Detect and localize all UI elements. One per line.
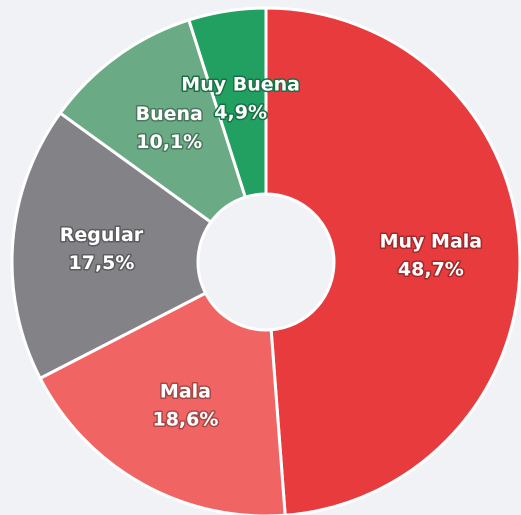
slice [58, 18, 248, 225]
slice-label: Buena [136, 103, 203, 125]
slice [186, 6, 268, 200]
slice-label: Muy Buena [181, 73, 300, 95]
slice [10, 110, 214, 381]
value-label: 18,6% [152, 409, 218, 431]
value-label: 48,7% [398, 258, 464, 280]
value-label: 17,5% [69, 252, 135, 274]
value-label: 4,9% [214, 101, 267, 123]
slice-label: Mala [160, 381, 211, 403]
slice-label: Regular [60, 224, 144, 246]
slice-label: Muy Mala [380, 230, 483, 252]
value-label: 10,1% [136, 131, 202, 153]
slice [38, 291, 287, 515]
slice [264, 6, 521, 515]
